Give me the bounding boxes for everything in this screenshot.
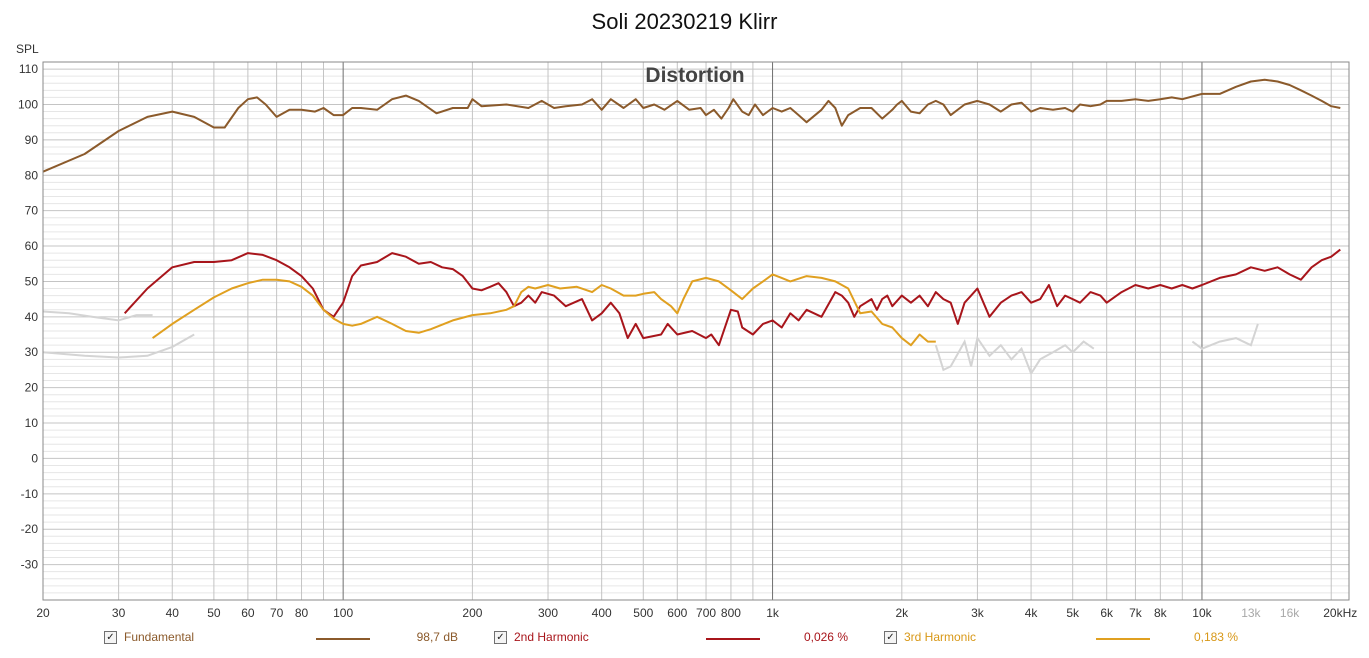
chart-title: Soli 20230219 Klirr (591, 9, 778, 34)
legend-swatch-2nd-harmonic (706, 638, 760, 640)
y-tick-label: 50 (25, 274, 39, 288)
x-tick-label: 16k (1280, 606, 1300, 620)
x-tick-label: 80 (295, 606, 309, 620)
y-tick-label: -20 (21, 522, 39, 536)
series-fundamental (42, 78, 1341, 173)
y-tick-label: 60 (25, 239, 39, 253)
x-tick-label: 70 (270, 606, 284, 620)
legend: ✓ Fundamental 98,7 dB ✓ 2nd Harmonic 0,0… (0, 627, 1369, 651)
chart-subtitle: Distortion (645, 64, 744, 87)
legend-checkbox-2nd-harmonic[interactable]: ✓ (494, 631, 507, 644)
x-tick-label: 1k (766, 606, 780, 620)
legend-checkbox-3rd-harmonic[interactable]: ✓ (884, 631, 897, 644)
x-tick-label: 4k (1025, 606, 1039, 620)
y-tick-label: 0 (31, 451, 38, 465)
x-tick-label: 700 (696, 606, 716, 620)
y-tick-label: 40 (25, 310, 39, 324)
x-tick-label: 2k (895, 606, 909, 620)
series-2nd-harmonic (123, 248, 1341, 347)
y-tick-label: -10 (21, 487, 39, 501)
x-tick-label: 13k (1241, 606, 1261, 620)
x-tick-label: 8k (1154, 606, 1168, 620)
legend-value-fundamental: 98,7 dB (416, 630, 458, 644)
x-tick-label: 40 (166, 606, 180, 620)
series-line (42, 78, 1341, 173)
x-tick-label: 800 (721, 606, 741, 620)
x-tick-label: 50 (207, 606, 221, 620)
x-tick-label: 6k (1100, 606, 1114, 620)
legend-label-2nd-harmonic: 2nd Harmonic (514, 630, 589, 644)
legend-value-2nd-harmonic: 0,026 % (803, 630, 848, 644)
y-tick-label: 20 (25, 381, 39, 395)
x-tick-label: 300 (538, 606, 558, 620)
y-tick-label: 10 (25, 416, 39, 430)
y-tick-label: 100 (18, 97, 38, 111)
legend-value-3rd-harmonic: 0,183 % (1193, 630, 1238, 644)
series-3rd-harmonic (152, 273, 936, 347)
x-tick-label: 600 (667, 606, 687, 620)
grid (42, 62, 1349, 600)
legend-swatch-fundamental (316, 638, 370, 640)
x-tick-label: 500 (633, 606, 653, 620)
noise-floor-line (42, 310, 153, 322)
y-tick-label: 70 (25, 204, 39, 218)
y-tick-label: 80 (25, 168, 39, 182)
legend-label-3rd-harmonic: 3rd Harmonic (904, 630, 977, 644)
x-tick-labels: 20 30 40 50 60 70 80 100 200 300 400 500 600 700 800 1k… (36, 606, 1357, 620)
y-tick-label: -30 (21, 558, 39, 572)
x-tick-label: 100 (333, 606, 353, 620)
y-tick-label: 110 (19, 62, 38, 76)
y-tick-label: 90 (25, 133, 39, 147)
noise-floor-line (1191, 323, 1259, 350)
y-tick-label: 30 (25, 345, 39, 359)
series-line (152, 273, 936, 347)
x-tick-label: 200 (462, 606, 482, 620)
x-tick-label: 20 (36, 606, 50, 620)
legend-swatch-3rd-harmonic (1096, 638, 1150, 640)
series-line (123, 248, 1341, 347)
x-tick-label: 7k (1129, 606, 1143, 620)
noise-floor-curves (42, 310, 1259, 376)
x-tick-label: 30 (112, 606, 126, 620)
noise-floor-line (42, 333, 195, 359)
x-tick-label: 3k (971, 606, 985, 620)
legend-label-fundamental: Fundamental (124, 630, 195, 644)
noise-floor-line (934, 335, 1095, 376)
x-tick-label: 60 (241, 606, 255, 620)
legend-checkbox-fundamental[interactable]: ✓ (104, 631, 117, 644)
y-axis-label: SPL (16, 42, 39, 56)
series-group (42, 78, 1341, 347)
x-tick-label: 10k (1192, 606, 1212, 620)
x-tick-label: 400 (592, 606, 612, 620)
x-tick-label: 20kHz (1323, 606, 1357, 620)
x-tick-label: 5k (1066, 606, 1080, 620)
plot-frame (42, 61, 1350, 601)
